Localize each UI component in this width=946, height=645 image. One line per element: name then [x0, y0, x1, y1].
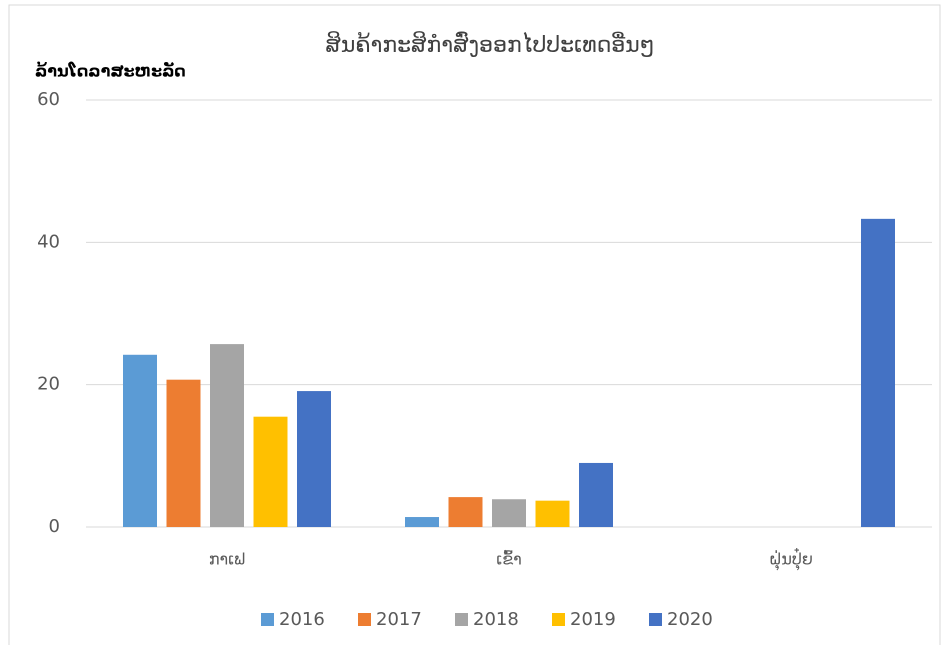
bar — [405, 517, 439, 527]
legend-swatch — [649, 613, 662, 626]
y-axis-label: ລ້ານໂດລາສະຫະລັດ — [35, 62, 186, 81]
bar — [579, 462, 613, 527]
legend-swatch — [261, 613, 274, 626]
bar — [123, 354, 157, 527]
chart-title: ສິນຄ້າກະສິກຳສົ່ງອອກໄປປະເທດອື່ນໆ — [325, 31, 654, 58]
legend-swatch — [552, 613, 565, 626]
x-tick-label: ກາເຟ — [209, 550, 245, 569]
bar — [253, 416, 288, 527]
bar — [535, 500, 570, 527]
bar — [210, 344, 244, 527]
bar — [297, 391, 331, 527]
y-tick-label: 20 — [37, 374, 60, 395]
legend-label: 2019 — [570, 609, 616, 630]
x-tick-label: ເຂົ້າ — [496, 549, 522, 568]
y-tick-label: 60 — [37, 89, 60, 110]
y-tick-label: 40 — [37, 231, 60, 252]
bar — [861, 218, 895, 527]
legend-label: 2017 — [376, 609, 422, 630]
x-tick-label: ຝຸ່ນປຸ໋ຍ — [769, 548, 813, 571]
bar — [448, 497, 483, 527]
legend-label: 2018 — [473, 609, 519, 630]
legend-swatch — [455, 613, 468, 626]
bar — [492, 499, 526, 527]
bar — [166, 379, 201, 527]
legend-swatch — [358, 613, 371, 626]
legend-label: 2020 — [667, 609, 713, 630]
legend-label: 2016 — [279, 609, 325, 630]
chart-frame — [8, 4, 941, 645]
y-tick-label: 0 — [49, 516, 60, 537]
